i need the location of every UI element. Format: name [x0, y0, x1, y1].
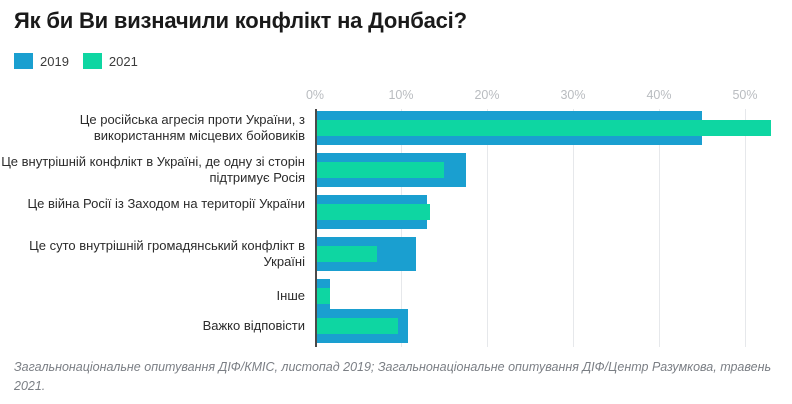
bar-2021[interactable]	[315, 162, 444, 178]
axis-baseline	[315, 109, 317, 347]
legend-item-2021[interactable]: 2021	[82, 53, 138, 69]
plot-area: 0% 10% 20% 30% 40% 50% Це російська агресія п…	[0, 88, 792, 350]
bars-area: Це російська агресія проти України, з ви…	[0, 109, 792, 347]
legend-label-2019: 2019	[40, 53, 69, 69]
gridline	[573, 109, 574, 347]
x-axis-tick-labels: 0% 10% 20% 30% 40% 50%	[0, 88, 792, 108]
legend-item-2019[interactable]: 2019	[14, 53, 69, 69]
bar-2021[interactable]	[315, 246, 377, 262]
x-tick-label: 10%	[388, 88, 414, 102]
category-label: Це суто внутрішній громадянський конфлік…	[29, 238, 305, 269]
gridline	[745, 109, 746, 347]
x-tick-label: 20%	[474, 88, 500, 102]
bar-group	[0, 237, 792, 271]
x-tick-label: 0%	[305, 88, 325, 102]
legend-swatch-2021	[82, 53, 102, 69]
x-tick-label: 50%	[732, 88, 758, 102]
bar-2021[interactable]	[315, 204, 431, 220]
chart-title: Як би Ви визначили конфлікт на Донбасі?	[14, 8, 467, 33]
category-label: Це російська агресія проти України, з ви…	[79, 112, 305, 143]
bar-group	[0, 195, 792, 229]
bar-group	[0, 309, 792, 343]
legend-label-2021: 2021	[108, 53, 138, 69]
chart-footnote: Загальнонаціональне опитування ДІФ/КМІС,…	[14, 360, 772, 393]
category-label: Важко відповісти	[202, 318, 305, 333]
bar-group	[0, 279, 792, 313]
gridline	[487, 109, 488, 347]
category-label: Це війна Росії із Заходом на території У…	[27, 196, 306, 211]
bar-group	[0, 111, 792, 145]
x-tick-label: 40%	[646, 88, 672, 102]
category-label: Це внутрішній конфлікт в Україні, де одн…	[1, 154, 305, 185]
legend-swatch-2019	[14, 53, 33, 69]
bar-2021[interactable]	[315, 120, 771, 136]
bar-group	[0, 153, 792, 187]
bar-2021[interactable]	[315, 318, 398, 334]
chart-legend: 2019 2021	[14, 53, 138, 69]
gridline	[659, 109, 660, 347]
x-tick-label: 30%	[560, 88, 586, 102]
category-label: Інше	[276, 288, 305, 303]
bar-2021[interactable]	[315, 288, 330, 304]
